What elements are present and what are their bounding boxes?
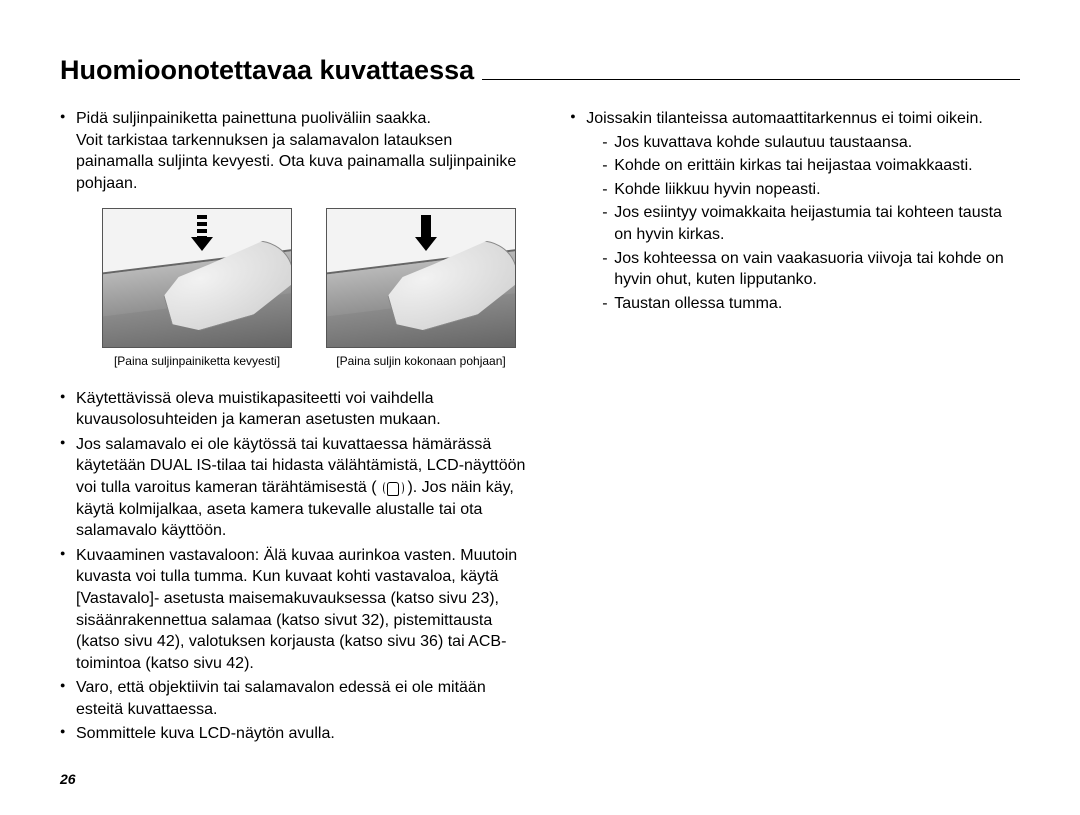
bullet-text: Käytettävissä oleva muistikapasiteetti v… xyxy=(76,390,441,429)
left-column: Pidä suljinpainiketta painettuna puolivä… xyxy=(60,108,528,748)
dash-text: Kohde liikkuu hyvin nopeasti. xyxy=(614,181,820,198)
bullet-text: Pidä suljinpainiketta painettuna puolivä… xyxy=(76,110,431,127)
dash-item: Jos esiintyy voimakkaita heijastumia tai… xyxy=(602,202,1020,245)
bullet-text: Varo, että objektiivin tai salamavalon e… xyxy=(76,679,486,718)
bullet-flash-warning: Jos salamavalo ei ole käytössä tai kuvat… xyxy=(60,434,528,542)
page-number: 26 xyxy=(60,771,76,787)
bullet-backlight: Kuvaaminen vastavaloon: Älä kuvaa aurink… xyxy=(60,545,528,675)
dash-item: Kohde liikkuu hyvin nopeasti. xyxy=(602,179,1020,201)
figure-caption: [Paina suljin kokonaan pohjaan] xyxy=(326,353,516,369)
figure-half-press: [Paina suljinpainiketta kevyesti] xyxy=(102,208,292,369)
figure-img-full-press xyxy=(326,208,516,348)
bullet-text-cont: Voit tarkistaa tarkennuksen ja salamaval… xyxy=(76,132,516,192)
arrow-down-icon xyxy=(415,215,437,251)
bullet-half-press: Pidä suljinpainiketta painettuna puolivä… xyxy=(60,108,528,370)
bullet-text: Älä kuvaa aurinkoa vasten. Muutoin kuvas… xyxy=(76,547,517,672)
figure-row: [Paina suljinpainiketta kevyesti] xyxy=(102,208,528,369)
camera-shake-icon xyxy=(381,479,403,497)
dash-text: Kohde on erittäin kirkas tai heijastaa v… xyxy=(614,157,972,174)
bullet-no-obstruction: Varo, että objektiivin tai salamavalon e… xyxy=(60,677,528,720)
bullet-compose-lcd: Sommittele kuva LCD-näytön avulla. xyxy=(60,723,528,745)
page: Huomioonotettavaa kuvattaessa Pidä sulji… xyxy=(0,0,1080,815)
autofocus-fail-cases: Jos kuvattava kohde sulautuu taustaansa.… xyxy=(586,132,1020,315)
content-columns: Pidä suljinpainiketta painettuna puolivä… xyxy=(60,108,1020,748)
left-bullet-list: Pidä suljinpainiketta painettuna puolivä… xyxy=(60,108,528,745)
figure-caption: [Paina suljinpainiketta kevyesti] xyxy=(102,353,292,369)
dash-item: Taustan ollessa tumma. xyxy=(602,293,1020,315)
bullet-autofocus-fail: Joissakin tilanteissa automaattitarkennu… xyxy=(570,108,1020,314)
page-title: Huomioonotettavaa kuvattaessa xyxy=(60,55,482,86)
dash-item: Jos kohteessa on vain vaakasuoria viivoj… xyxy=(602,248,1020,291)
bullet-memory-capacity: Käytettävissä oleva muistikapasiteetti v… xyxy=(60,388,528,431)
dash-item: Kohde on erittäin kirkas tai heijastaa v… xyxy=(602,155,1020,177)
figure-img-half-press xyxy=(102,208,292,348)
bullet-text: Sommittele kuva LCD-näytön avulla. xyxy=(76,725,335,742)
dash-text: Taustan ollessa tumma. xyxy=(614,295,782,312)
arrow-down-dotted-icon xyxy=(191,215,213,251)
dash-text: Jos kuvattava kohde sulautuu taustaansa. xyxy=(614,134,912,151)
dash-item: Jos kuvattava kohde sulautuu taustaansa. xyxy=(602,132,1020,154)
bullet-text: Joissakin tilanteissa automaattitarkennu… xyxy=(586,110,983,127)
bullet-label: Kuvaaminen vastavaloon: xyxy=(76,547,259,564)
figure-full-press: [Paina suljin kokonaan pohjaan] xyxy=(326,208,516,369)
title-rule xyxy=(482,79,1020,80)
right-bullet-list: Joissakin tilanteissa automaattitarkennu… xyxy=(570,108,1020,314)
dash-text: Jos kohteessa on vain vaakasuoria viivoj… xyxy=(614,250,1004,289)
dash-text: Jos esiintyy voimakkaita heijastumia tai… xyxy=(614,204,1002,243)
right-column: Joissakin tilanteissa automaattitarkennu… xyxy=(570,108,1020,748)
title-row: Huomioonotettavaa kuvattaessa xyxy=(60,55,1020,86)
